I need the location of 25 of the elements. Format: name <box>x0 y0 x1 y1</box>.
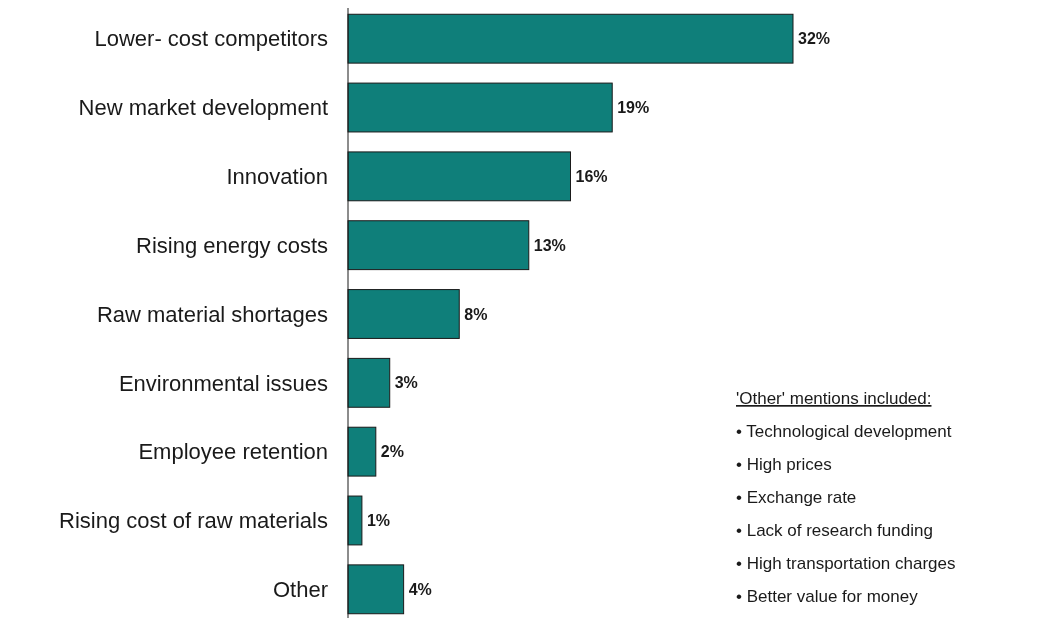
annotation: • Exchange rate <box>736 488 857 507</box>
y-tick-label: Employee retention <box>138 439 328 465</box>
data-label: 32% <box>798 30 831 48</box>
y-tick-label: Raw material shortages <box>96 301 328 327</box>
data-label: 1% <box>366 512 391 530</box>
y-tick-label: Other <box>272 577 328 603</box>
annotation: • Better value for money <box>736 587 919 606</box>
data-label: 8% <box>464 305 488 323</box>
data-label: 13% <box>533 236 566 254</box>
y-tick-label: Lower- cost competitors <box>94 26 328 52</box>
data-label: 4% <box>408 580 432 598</box>
data-label: 2% <box>380 443 404 461</box>
data-label: 3% <box>394 374 418 392</box>
annotation: • Technological development <box>736 422 952 441</box>
data-label: 16% <box>575 167 608 185</box>
y-tick-label: Rising energy costs <box>136 232 328 258</box>
y-tick-label: Rising cost of raw materials <box>59 508 328 534</box>
annotation: • Lack of research funding <box>736 521 933 540</box>
y-tick-label: New market development <box>78 95 328 121</box>
annotation: • High transportation charges <box>736 554 956 573</box>
annotation: 'Other' mentions included: <box>736 389 932 408</box>
data-label: 19% <box>617 99 650 117</box>
y-tick-label: Environmental issues <box>118 370 328 396</box>
y-tick-label: Innovation <box>226 164 328 190</box>
annotation: • High prices <box>736 455 832 474</box>
